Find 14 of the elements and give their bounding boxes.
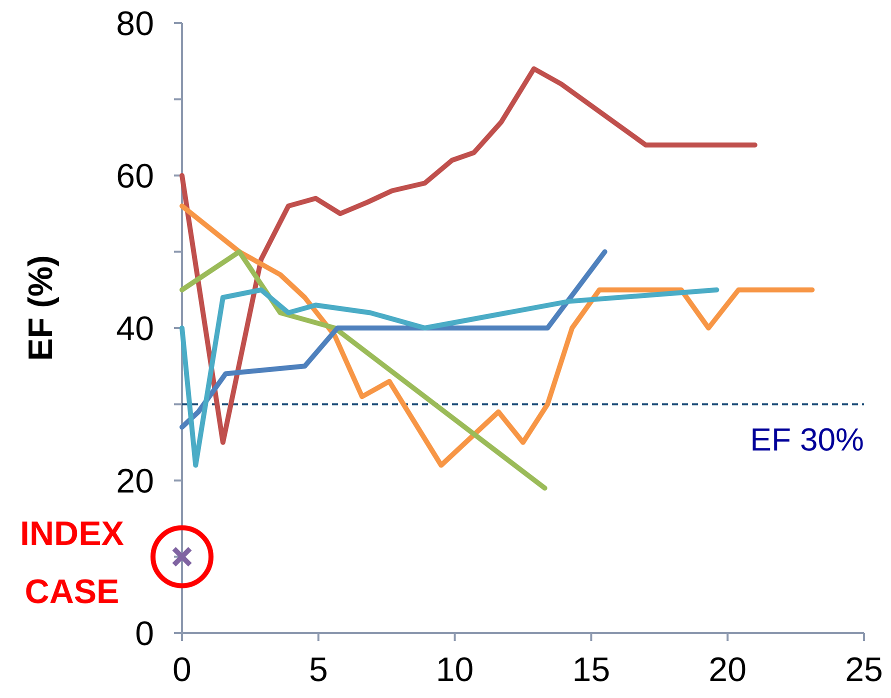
y-tick-label: 60 (116, 157, 154, 196)
x-tick-label: 5 (308, 651, 328, 689)
ref-line-label: EF 30% (750, 421, 864, 458)
y-tick-label: 20 (116, 462, 154, 500)
y-tick-label: 40 (116, 310, 154, 348)
y-tick-label: 0 (135, 614, 154, 653)
x-tick-label: 0 (172, 651, 192, 689)
y-tick-label: 80 (116, 4, 154, 43)
x-tick-label: 10 (436, 651, 474, 689)
y-axis-title: EF (%) (22, 255, 60, 361)
x-tick-label: 20 (708, 651, 747, 689)
x-tick-label: 15 (572, 651, 610, 689)
annotation: INDEX CASE (20, 514, 124, 611)
x-tick-label: 25 (845, 651, 883, 689)
